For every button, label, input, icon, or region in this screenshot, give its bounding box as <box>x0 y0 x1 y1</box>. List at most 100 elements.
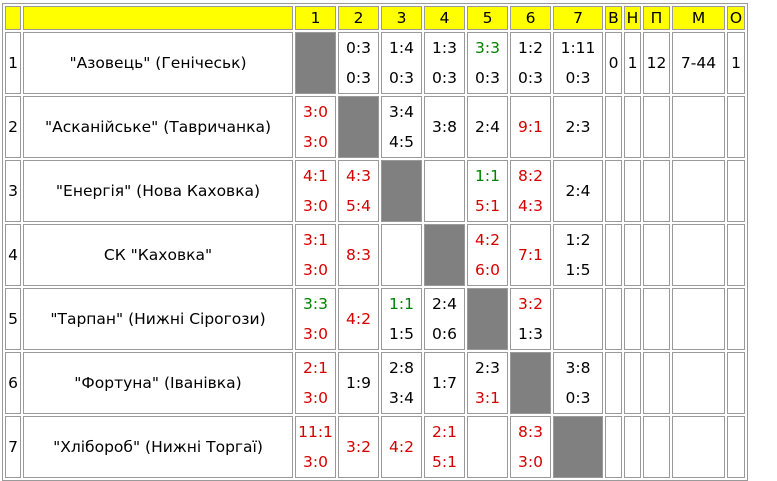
team-name: "Енергія" (Нова Каховка) <box>23 160 293 222</box>
match-cell: 4:1 3:0 <box>295 160 336 222</box>
stat-points <box>727 96 745 158</box>
stat-losses <box>643 96 670 158</box>
self-match-cell <box>467 288 508 350</box>
match-score: 1:3 <box>432 39 457 57</box>
header-wins: В <box>605 6 622 30</box>
match-cell: 9:1 <box>510 96 551 158</box>
match-score: 2:1 <box>432 423 457 441</box>
match-score: 2:1 <box>303 359 328 377</box>
match-score: 4:2 <box>475 231 500 249</box>
self-match-cell <box>338 96 379 158</box>
match-score: 1:3 <box>518 325 543 343</box>
stat-points <box>727 352 745 414</box>
match-score: 1:9 <box>346 374 371 392</box>
match-cell: 1:11 0:3 <box>553 32 603 94</box>
match-cell <box>553 288 603 350</box>
team-name: "Хлібороб" (Нижні Торгаї) <box>23 416 293 478</box>
header-col-2: 2 <box>338 6 379 30</box>
match-score: 2:4 <box>432 295 457 313</box>
match-cell: 2:3 <box>553 96 603 158</box>
stat-wins <box>605 288 622 350</box>
match-cell: 3:2 <box>338 416 379 478</box>
match-score: 1:2 <box>518 39 543 57</box>
team-row: 7 "Хлібороб" (Нижні Торгаї) 11:1 3:0 3:2 4:2 2… <box>5 416 745 478</box>
team-name: "Фортуна" (Іванівка) <box>23 352 293 414</box>
match-cell: 0:3 0:3 <box>338 32 379 94</box>
stat-losses <box>643 288 670 350</box>
header-blank-num <box>5 6 21 30</box>
match-score: 0:6 <box>432 325 457 343</box>
match-cell: 3:3 0:3 <box>467 32 508 94</box>
match-score: 3:0 <box>303 133 328 151</box>
stat-losses <box>643 224 670 286</box>
match-cell: 1:3 0:3 <box>424 32 465 94</box>
match-score: 1:4 <box>389 39 414 57</box>
match-score: 11:1 <box>298 423 333 441</box>
match-score: 1:11 <box>560 39 596 57</box>
match-score: 1:5 <box>389 325 414 343</box>
match-score: 5:1 <box>432 453 457 471</box>
match-cell: 4:3 5:4 <box>338 160 379 222</box>
match-cell: 8:3 3:0 <box>510 416 551 478</box>
match-score: 8:3 <box>518 423 543 441</box>
match-cell: 2:3 3:1 <box>467 352 508 414</box>
match-score: 0:3 <box>432 69 457 87</box>
match-score: 2:3 <box>565 118 591 136</box>
match-score: 0:3 <box>565 389 591 407</box>
stat-goals <box>672 352 725 414</box>
header-col-6: 6 <box>510 6 551 30</box>
self-match-cell <box>510 352 551 414</box>
header-blank-team <box>23 6 293 30</box>
stat-goals <box>672 96 725 158</box>
team-position: 3 <box>5 160 21 222</box>
match-score: 3:1 <box>303 231 328 249</box>
match-cell: 3:0 3:0 <box>295 96 336 158</box>
match-score: 2:8 <box>389 359 414 377</box>
stat-wins: 0 <box>605 32 622 94</box>
standings-table: 1 2 3 4 5 6 7 В Н П М О 1 "Азовець" (Гені… <box>2 3 748 481</box>
match-cell: 1:2 0:3 <box>510 32 551 94</box>
team-row: 5 "Тарпан" (Нижні Сірогози) 3:3 3:0 4:2 1:1 1:… <box>5 288 745 350</box>
match-score: 8:3 <box>346 246 371 264</box>
match-cell: 2:1 3:0 <box>295 352 336 414</box>
header-goals: М <box>672 6 725 30</box>
stat-wins <box>605 416 622 478</box>
stat-losses <box>643 416 670 478</box>
header-points: О <box>727 6 745 30</box>
team-position: 2 <box>5 96 21 158</box>
self-match-cell <box>295 32 336 94</box>
stat-draws <box>624 96 641 158</box>
team-row: 1 "Азовець" (Генічеськ) 0:3 0:3 1:4 0:3 1:3 0:3… <box>5 32 745 94</box>
match-score: 3:4 <box>389 389 414 407</box>
match-cell: 1:7 <box>424 352 465 414</box>
stat-wins <box>605 160 622 222</box>
match-cell: 4:2 6:0 <box>467 224 508 286</box>
stat-points <box>727 288 745 350</box>
match-score: 3:0 <box>303 453 328 471</box>
team-name: СК "Каховка" <box>23 224 293 286</box>
team-name: "Тарпан" (Нижні Сірогози) <box>23 288 293 350</box>
team-position: 7 <box>5 416 21 478</box>
match-score: 3:2 <box>518 295 543 313</box>
team-row: 6 "Фортуна" (Іванівка) 2:1 3:0 1:9 2:8 3:4 1:7 2… <box>5 352 745 414</box>
stat-points <box>727 224 745 286</box>
header-losses: П <box>643 6 670 30</box>
match-score: 9:1 <box>518 118 543 136</box>
match-cell: 8:2 4:3 <box>510 160 551 222</box>
match-score: 3:0 <box>303 103 328 121</box>
header-col-3: 3 <box>381 6 422 30</box>
match-cell: 4:2 <box>381 416 422 478</box>
match-cell: 1:9 <box>338 352 379 414</box>
match-cell: 3:2 1:3 <box>510 288 551 350</box>
team-position: 5 <box>5 288 21 350</box>
match-score: 3:3 <box>475 39 500 57</box>
stat-losses <box>643 352 670 414</box>
stat-draws <box>624 288 641 350</box>
header-draws: Н <box>624 6 641 30</box>
match-score: 0:3 <box>389 69 414 87</box>
self-match-cell <box>553 416 603 478</box>
match-score: 3:2 <box>346 438 371 456</box>
stat-wins <box>605 352 622 414</box>
match-cell <box>467 416 508 478</box>
match-score: 0:3 <box>346 69 371 87</box>
